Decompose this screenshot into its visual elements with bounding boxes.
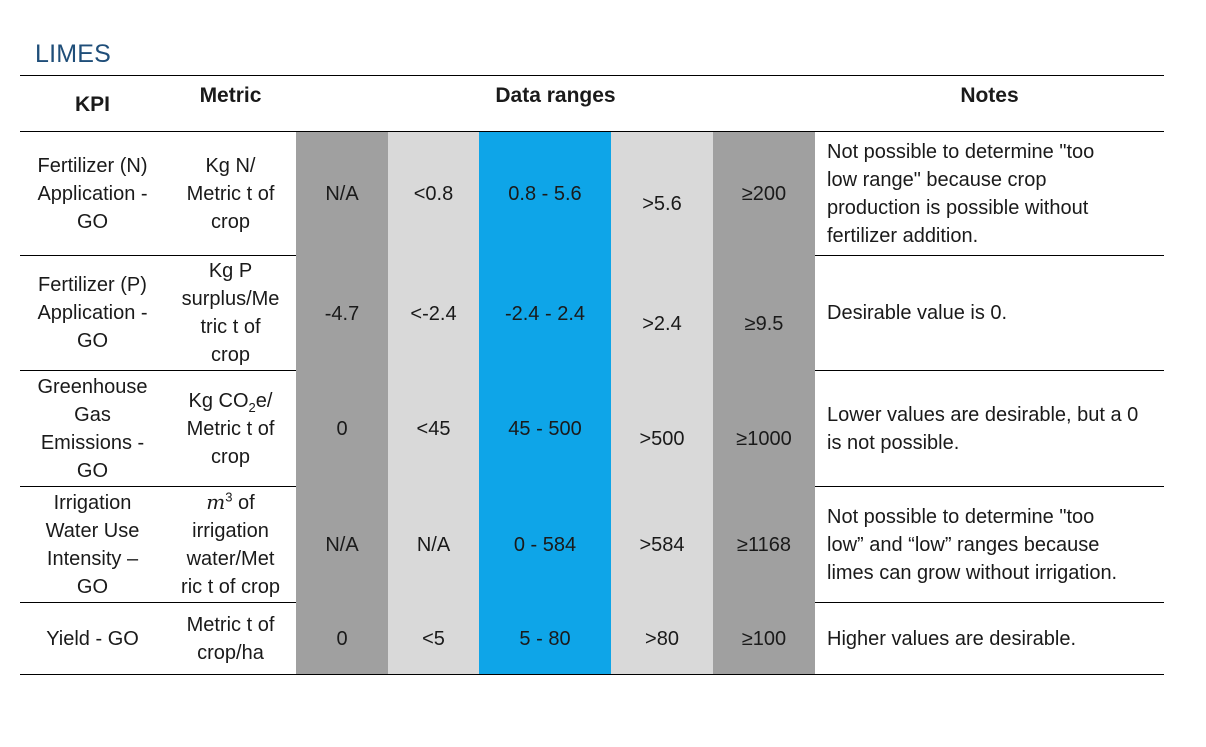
notes-cell: Not possible to determine "too low” and … — [815, 487, 1164, 603]
range-low: <5 — [388, 603, 479, 675]
metric-cell: Kg N/ Metric t of crop — [165, 132, 296, 256]
notes-cell: Desirable value is 0. — [815, 256, 1164, 371]
range-high: >584 — [611, 487, 713, 603]
range-desirable: 5 - 80 — [479, 603, 611, 675]
kpi-cell: Yield - GO — [20, 603, 165, 675]
header-notes: Notes — [815, 76, 1164, 132]
range-high: >500 — [611, 371, 713, 487]
kpi-cell: Fertilizer (P) Application - GO — [20, 256, 165, 371]
header-data-ranges: Data ranges — [296, 76, 815, 132]
range-very-low: 0 — [296, 371, 388, 487]
range-very-low: N/A — [296, 487, 388, 603]
range-high: >5.6 — [611, 132, 713, 256]
range-very-high: ≥100 — [713, 603, 815, 675]
kpi-cell: Irrigation Water Use Intensity – GO — [20, 487, 165, 603]
range-very-high: ≥1000 — [713, 371, 815, 487]
metric-cell: Metric t of crop/ha — [165, 603, 296, 675]
range-very-high: ≥9.5 — [713, 256, 815, 371]
range-low: N/A — [388, 487, 479, 603]
notes-cell: Higher values are desirable. — [815, 603, 1164, 675]
notes-cell: Not possible to determine "too low range… — [815, 132, 1164, 256]
range-desirable: 0 - 584 — [479, 487, 611, 603]
metric-cell: m3 of irrigation water/Met ric t of crop — [165, 487, 296, 603]
header-kpi: KPI — [20, 76, 165, 132]
range-very-high: ≥1168 — [713, 487, 815, 603]
range-desirable: 45 - 500 — [479, 371, 611, 487]
range-very-high: ≥200 — [713, 132, 815, 256]
notes-cell: Lower values are desirable, but a 0 is n… — [815, 371, 1164, 487]
range-high: >2.4 — [611, 256, 713, 371]
range-very-low: 0 — [296, 603, 388, 675]
range-very-low: -4.7 — [296, 256, 388, 371]
header-metric: Metric — [165, 76, 296, 132]
range-low: <45 — [388, 371, 479, 487]
range-low: <-2.4 — [388, 256, 479, 371]
range-desirable: 0.8 - 5.6 — [479, 132, 611, 256]
range-high: >80 — [611, 603, 713, 675]
range-very-low: N/A — [296, 132, 388, 256]
metric-cell: Kg P surplus/Me tric t of crop — [165, 256, 296, 371]
kpi-cell: Greenhouse Gas Emissions - GO — [20, 371, 165, 487]
metric-cell: Kg CO2e/ Metric t of crop — [165, 371, 296, 487]
range-low: <0.8 — [388, 132, 479, 256]
kpi-cell: Fertilizer (N) Application - GO — [20, 132, 165, 256]
range-desirable: -2.4 - 2.4 — [479, 256, 611, 371]
page-title: LIMES — [35, 40, 112, 68]
kpi-table: KPI Metric Data ranges Notes Fertilizer … — [20, 75, 1164, 675]
